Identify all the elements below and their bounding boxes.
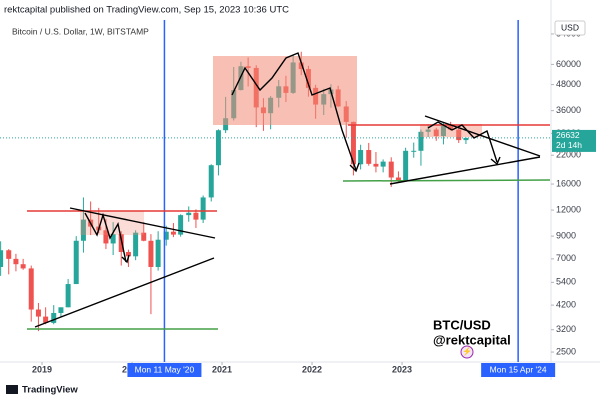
candle-body [170,231,176,235]
header: rektcapital published on TradingView.com… [4,5,289,16]
candle-body [125,252,131,257]
candle-body [366,150,372,164]
candle-body [388,161,394,178]
vertical-line-label: Mon 11 May '20 [135,364,195,374]
arrow-head [490,156,501,166]
candle-body [73,240,79,285]
arrow-head [121,254,130,264]
candle-body [6,250,12,259]
trendline [34,257,215,328]
zigzag [84,212,127,263]
candle-body [208,165,214,198]
last-price-label: 26632 [556,130,580,140]
x-tick-label: 2023 [392,364,412,374]
zigzag [231,52,357,171]
y-tick-label: 36000 [556,105,581,115]
candle-body [110,234,116,244]
y-tick-label: 9000 [556,230,576,240]
boost-icon [460,345,474,359]
currency-box [554,20,586,36]
y-tick-label: 48000 [556,79,581,89]
candle-body [178,215,184,235]
candle-body [373,163,379,167]
candle-body [133,232,139,257]
logo [6,385,18,394]
candle-body [418,131,424,151]
zone [80,211,144,235]
vertical-line-label-bg [481,363,556,377]
trendline [69,207,216,239]
x-tick-label: 2021 [212,364,232,374]
candle-body [380,161,386,167]
y-tick-label: 22000 [556,150,581,160]
x-tick-label: 2019 [32,364,52,374]
candle-body [35,309,41,317]
candle-body [463,137,469,141]
zone [213,56,357,125]
arrow-head [349,162,360,173]
candle-body [80,219,86,241]
countdown-label: 2d 14h [556,140,582,150]
x-tick-label: 2022 [302,364,322,374]
candle-body [103,230,109,244]
annotation: @rektcapital [433,332,511,347]
candle-body [350,121,356,165]
candle-body [433,129,439,137]
y-tick-label: 4200 [556,299,576,309]
candle-body [65,284,71,308]
trendline [424,115,541,157]
chart-title: Bitcoin / U.S. Dollar, 1W, BITSTAMP [12,26,149,36]
candle-body [411,150,417,152]
candle-body [403,150,409,182]
y-tick-label: 7000 [556,253,576,263]
last-price-box [552,129,596,152]
zone [420,124,482,137]
y-tick-label: 60000 [556,59,581,69]
currency: USD [561,22,579,32]
candle-body [200,197,206,220]
footer: TradingView [22,385,78,396]
annotation: BTC/USD [433,317,491,332]
boost-glyph: ⚡ [462,346,472,356]
candle-body [0,250,4,267]
candle-body [28,268,34,310]
candle-body [13,258,19,265]
candle-body [456,129,462,141]
candle-body [118,234,124,253]
y-tick-label: 16000 [556,178,581,188]
candle-body [148,240,154,267]
candle-body [395,177,401,182]
zigzag [427,121,498,163]
candle-body [448,125,454,130]
candle-body [141,232,147,241]
drawings [27,52,551,330]
y-tick-label: 5400 [556,277,576,287]
candle-body [155,239,161,267]
trendline [389,156,541,185]
candle-body [20,264,26,269]
candle-body [163,231,169,240]
vertical-line-label-bg [127,363,202,377]
support [342,179,551,182]
candle-body [193,212,199,220]
candle-body [425,129,431,132]
y-tick-label: 2500 [556,346,576,356]
candle-body [43,316,49,323]
candle-body [51,312,57,323]
candle-body [186,212,192,216]
y-tick-label: 12000 [556,204,581,214]
candle-body [358,150,364,165]
y-tick-label: 3200 [556,324,576,334]
candle-body [58,307,64,313]
candle-body [215,130,221,166]
candle-body [440,125,446,137]
vertical-line-label: Mon 15 Apr '24 [490,364,547,374]
